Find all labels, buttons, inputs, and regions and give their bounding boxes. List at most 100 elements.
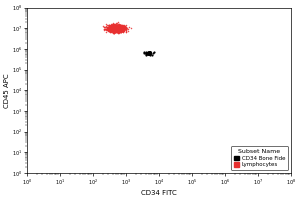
Point (113, 27, 118, 31)
Point (111, 27, 116, 31)
Point (121, 27, 126, 30)
Point (123, 25, 128, 28)
Point (117, 28, 122, 31)
Point (112, 29, 117, 32)
Point (120, 26, 125, 29)
Point (113, 26, 118, 29)
Point (115, 29, 120, 32)
Point (111, 30, 116, 33)
Point (115, 28, 120, 31)
Point (115, 24, 119, 27)
Point (110, 27, 115, 30)
Point (112, 27, 117, 30)
Point (116, 25, 120, 29)
Point (117, 30, 122, 33)
Point (110, 26, 114, 29)
Point (108, 25, 113, 28)
Point (110, 26, 115, 29)
Point (112, 24, 117, 27)
Point (147, 52, 152, 55)
Point (122, 26, 126, 30)
Point (118, 28, 122, 31)
Point (119, 23, 124, 27)
Point (108, 30, 113, 34)
Point (108, 27, 113, 30)
Point (110, 29, 114, 32)
Point (107, 27, 112, 30)
Point (116, 28, 121, 31)
Point (116, 25, 121, 28)
Point (120, 29, 124, 32)
Point (112, 29, 117, 32)
Point (110, 27, 115, 31)
Point (115, 29, 120, 32)
Point (110, 28, 115, 31)
Point (114, 29, 119, 32)
Point (113, 26, 118, 29)
Point (121, 25, 126, 28)
Point (116, 26, 121, 30)
Point (112, 27, 116, 30)
Point (108, 28, 112, 31)
Point (105, 28, 110, 32)
Point (115, 26, 119, 29)
Point (111, 27, 116, 30)
Point (117, 23, 122, 27)
Point (110, 28, 115, 32)
Point (109, 29, 114, 32)
Point (116, 28, 120, 31)
Point (112, 27, 117, 30)
Point (107, 26, 112, 29)
Point (113, 29, 118, 32)
Point (116, 28, 121, 31)
Point (109, 29, 113, 32)
Point (112, 27, 116, 30)
Point (112, 27, 117, 30)
Point (111, 25, 116, 28)
Point (111, 27, 116, 30)
Point (115, 25, 119, 28)
Point (112, 28, 117, 31)
Point (112, 27, 117, 30)
Point (114, 26, 118, 30)
Point (142, 51, 146, 54)
Point (117, 26, 122, 29)
Point (148, 50, 153, 54)
Point (114, 26, 118, 29)
Point (110, 28, 115, 31)
Point (108, 24, 113, 28)
Point (112, 25, 116, 28)
Point (111, 29, 116, 32)
Point (118, 26, 123, 29)
Point (115, 24, 120, 27)
Point (116, 26, 121, 29)
Point (112, 30, 116, 33)
Point (122, 29, 127, 32)
Point (110, 29, 115, 32)
Point (112, 24, 117, 27)
Point (110, 27, 115, 30)
Point (114, 29, 118, 32)
Point (117, 26, 122, 30)
Point (113, 28, 118, 31)
Point (112, 27, 117, 30)
Point (111, 26, 116, 29)
Point (120, 27, 125, 30)
Point (112, 28, 116, 31)
Point (121, 30, 126, 34)
Point (120, 26, 125, 29)
Point (113, 27, 118, 30)
Point (115, 27, 120, 30)
Point (115, 27, 120, 30)
Point (108, 28, 112, 31)
Point (116, 27, 121, 30)
Point (112, 28, 116, 31)
Point (112, 26, 117, 30)
Point (118, 24, 123, 27)
Point (113, 29, 118, 32)
Point (111, 26, 116, 29)
Point (114, 28, 119, 32)
Point (120, 24, 125, 27)
Point (114, 28, 118, 31)
Point (109, 26, 114, 29)
